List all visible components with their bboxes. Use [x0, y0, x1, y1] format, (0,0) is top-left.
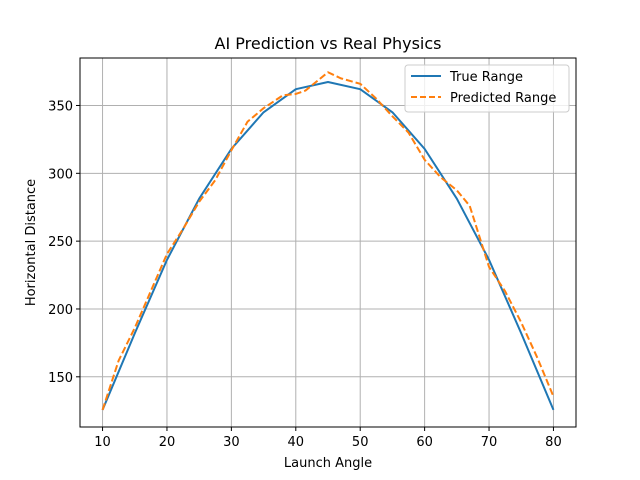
x-tick-label: 50 — [352, 435, 369, 450]
x-tick-label: 60 — [416, 435, 433, 450]
plot-background — [80, 58, 576, 427]
series-lines — [101, 71, 555, 411]
legend-label-predicted-range: Predicted Range — [450, 91, 556, 106]
x-tick-label: 40 — [288, 435, 305, 450]
grid — [80, 58, 576, 427]
x-tick-label: 30 — [223, 435, 240, 450]
legend: True Range Predicted Range — [404, 64, 570, 113]
x-tick-label: 70 — [481, 435, 498, 450]
chart-title: AI Prediction vs Real Physics — [215, 34, 442, 53]
x-tick-label: 10 — [94, 435, 111, 450]
y-tick-label: 200 — [48, 303, 73, 318]
series-line-true-range — [101, 81, 555, 411]
plot-frame — [79, 57, 577, 428]
y-tick-label: 150 — [48, 371, 73, 386]
legend-label-true-range: True Range — [449, 70, 523, 85]
legend-box — [404, 64, 570, 113]
y-tick-label: 300 — [48, 167, 73, 182]
y-axis-label: Horizontal Distance — [24, 179, 39, 306]
y-tick-label: 350 — [48, 99, 73, 114]
x-tick-label: 20 — [159, 435, 176, 450]
series-line-predicted-range — [101, 71, 555, 411]
y-tick-label: 250 — [48, 235, 73, 250]
ticks: 10 20 30 40 50 60 70 80 150 200 250 300 350 — [48, 99, 562, 450]
x-axis-label: Launch Angle — [284, 456, 372, 471]
x-tick-label: 80 — [545, 435, 562, 450]
